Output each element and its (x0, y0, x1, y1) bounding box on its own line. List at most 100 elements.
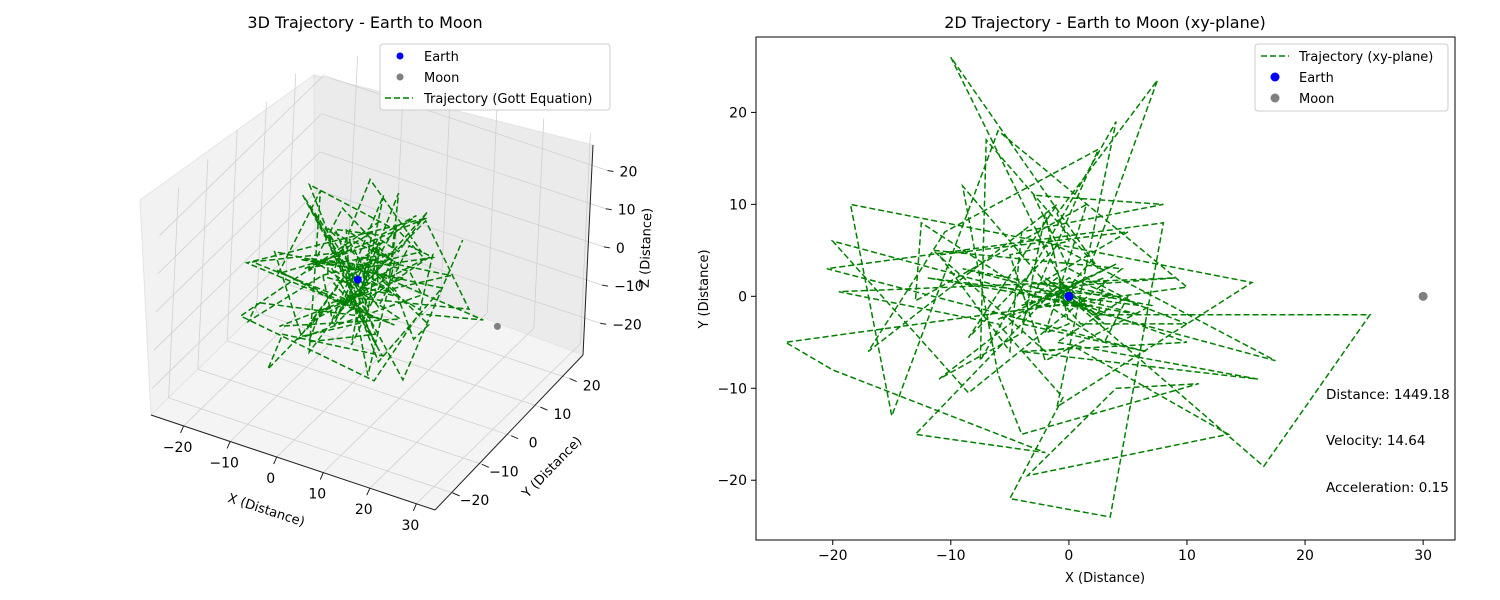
grid-3d-z-back-2 (319, 151, 605, 248)
legend-3d-moon: Moon (424, 71, 459, 86)
grid-3d-y-left-3 (256, 102, 267, 313)
x-axis-label-2d: X (Distance) (1065, 571, 1145, 586)
grid-3d-z-left-1 (153, 189, 319, 351)
z-tick-3d-label-3: 10 (618, 203, 636, 219)
y-tick-3d-label-1: −10 (489, 464, 519, 480)
legend-2d-earth: Earth (1299, 71, 1334, 86)
x-tick-3d-label-2: 0 (266, 471, 275, 487)
z-tick-3d-mark-3 (605, 208, 612, 211)
grid-3d-x-floor-2 (276, 296, 441, 458)
z-axis-line (582, 144, 594, 356)
chart-3d-title: 3D Trajectory - Earth to Moon (247, 13, 482, 32)
grid-3d-x-floor-1 (229, 281, 395, 442)
x-tick-3d-label-3: 10 (308, 487, 326, 503)
annotation-distance-label: Distance: (1326, 387, 1390, 403)
legend-3d-earth-marker (396, 52, 404, 60)
legend-3d-earth: Earth (424, 50, 459, 65)
svg-text:Acceleration: 0.15: Acceleration: 0.15 (1326, 480, 1449, 496)
grid-3d-z-back-4 (323, 75, 608, 171)
x-tick-3d-mark-5 (412, 503, 417, 511)
x-tick-2d-label-4: 20 (1296, 548, 1314, 564)
z-tick-3d-label-2: 0 (616, 241, 625, 257)
annotation-velocity-label: Velocity: (1326, 433, 1383, 449)
z-tick-3d-label-1: −10 (614, 279, 644, 295)
y-tick-3d-mark-3 (540, 406, 548, 411)
plot-area-2d (755, 36, 1456, 541)
grid-3d (151, 55, 608, 505)
x-tick-3d-mark-3 (319, 472, 324, 480)
z-tick-3d-label-0: −20 (612, 317, 642, 333)
legend-2d: Trajectory (xy-plane) Earth Moon (1254, 43, 1449, 112)
x-tick-3d-label-4: 20 (355, 502, 373, 518)
x-tick-2d-label-3: 10 (1178, 548, 1196, 564)
grid-3d-y-left-4 (285, 73, 297, 284)
y-tick-2d-label-0: −20 (717, 473, 747, 489)
grid-3d-y-floor-0 (168, 397, 453, 494)
annotation-acceleration: Acceleration: 0.15 (1326, 480, 1449, 496)
x-tick-3d-mark-4 (366, 487, 371, 496)
grid-3d-z-back-3 (321, 113, 606, 210)
grid-3d-x-floor-3 (322, 312, 488, 473)
annotation-acceleration-label: Acceleration: (1326, 480, 1414, 496)
y-tick-3d-label-2: 0 (529, 436, 538, 452)
legend-2d-box (1254, 43, 1449, 112)
x-tick-2d-label-1: −10 (936, 548, 966, 564)
legend-2d-earth-marker (1270, 72, 1280, 82)
y-tick-3d-label-0: −20 (460, 493, 490, 509)
grid-3d-x-back-4 (533, 118, 545, 329)
chart-3d: 3D Trajectory - Earth to Moon −20 −10 0 10 2… (139, 13, 656, 534)
legend-3d-box (379, 43, 611, 111)
annotation-distance: Distance: 1449.18 (1326, 387, 1450, 403)
x-axis-label-3d: X (Distance) (226, 491, 307, 530)
chart-2d: 2D Trajectory - Earth to Moon (xy-plane)… (697, 13, 1456, 586)
annotation-velocity: Velocity: 14.64 (1326, 433, 1425, 449)
grid-3d-y-floor-2 (227, 340, 512, 437)
grid-3d-x-floor-5 (416, 343, 581, 505)
z-tick-3d-mark-2 (603, 246, 610, 249)
x-tick-3d-mark-1 (226, 441, 231, 449)
legend-3d: Earth Moon Trajectory (Gott Equation) (379, 43, 611, 111)
y-tick-2d-label-1: −10 (717, 381, 747, 397)
svg-text:Velocity: 14.64: Velocity: 14.64 (1326, 433, 1425, 449)
x-tick-3d-label-1: −10 (209, 455, 239, 471)
x-tick-2d-label-0: −20 (818, 548, 848, 564)
grid-3d-z-back-1 (317, 189, 603, 286)
grid-3d-z-left-4 (159, 75, 324, 236)
z-axis-label-3d: Z (Distance) (638, 208, 656, 289)
y-tick-2d-label-2: 0 (738, 289, 747, 305)
legend-3d-moon-marker (396, 73, 404, 81)
x-axis-line (150, 414, 436, 511)
series-trajectory-3d (239, 177, 484, 382)
legend-3d-trajectory: Trajectory (Gott Equation) (423, 92, 592, 107)
y-tick-3d-mark-0 (452, 492, 460, 497)
y-tick-3d-mark-2 (510, 435, 519, 440)
y-tick-3d-label-3: 10 (554, 407, 572, 423)
grid-3d-y-left-1 (197, 159, 209, 370)
annotation-velocity-value: 14.64 (1387, 433, 1426, 449)
x-tick-2d-label-5: 30 (1414, 548, 1432, 564)
x-tick-3d-mark-0 (180, 425, 185, 434)
y-axis-line (434, 354, 584, 511)
ticks-3d: −20 −10 0 10 20 30 −20 −10 0 10 20 −20 −10 0 10 20 (163, 165, 644, 534)
chart-2d-title: 2D Trajectory - Earth to Moon (xy-plane) (944, 13, 1266, 32)
y-tick-2d-label-4: 20 (729, 105, 747, 121)
grid-3d-y-left-2 (226, 130, 238, 341)
ticks-2d: −20 −10 0 10 20 30 −20 −10 0 10 20 (717, 105, 1432, 564)
grid-3d-z-left-3 (157, 113, 323, 275)
point-earth-3d (353, 275, 362, 284)
x-tick-3d-mark-2 (273, 456, 278, 465)
legend-2d-moon-marker (1270, 93, 1280, 103)
point-moon-3d (493, 322, 501, 330)
point-earth-2d (1064, 291, 1074, 301)
legend-2d-moon: Moon (1299, 92, 1334, 107)
x-tick-2d-label-2: 0 (1064, 548, 1073, 564)
y-tick-3d-label-4: 20 (583, 379, 601, 395)
y-tick-3d-mark-4 (569, 378, 577, 383)
annotation-distance-value: 1449.18 (1394, 387, 1450, 403)
y-axis-label-2d: Y (Distance) (697, 249, 712, 329)
annotation-acceleration-value: 0.15 (1419, 480, 1449, 496)
grid-3d-x-floor-4 (369, 327, 535, 489)
grid-3d-x-back-3 (486, 102, 498, 313)
grid-3d-y-floor-3 (256, 311, 541, 408)
